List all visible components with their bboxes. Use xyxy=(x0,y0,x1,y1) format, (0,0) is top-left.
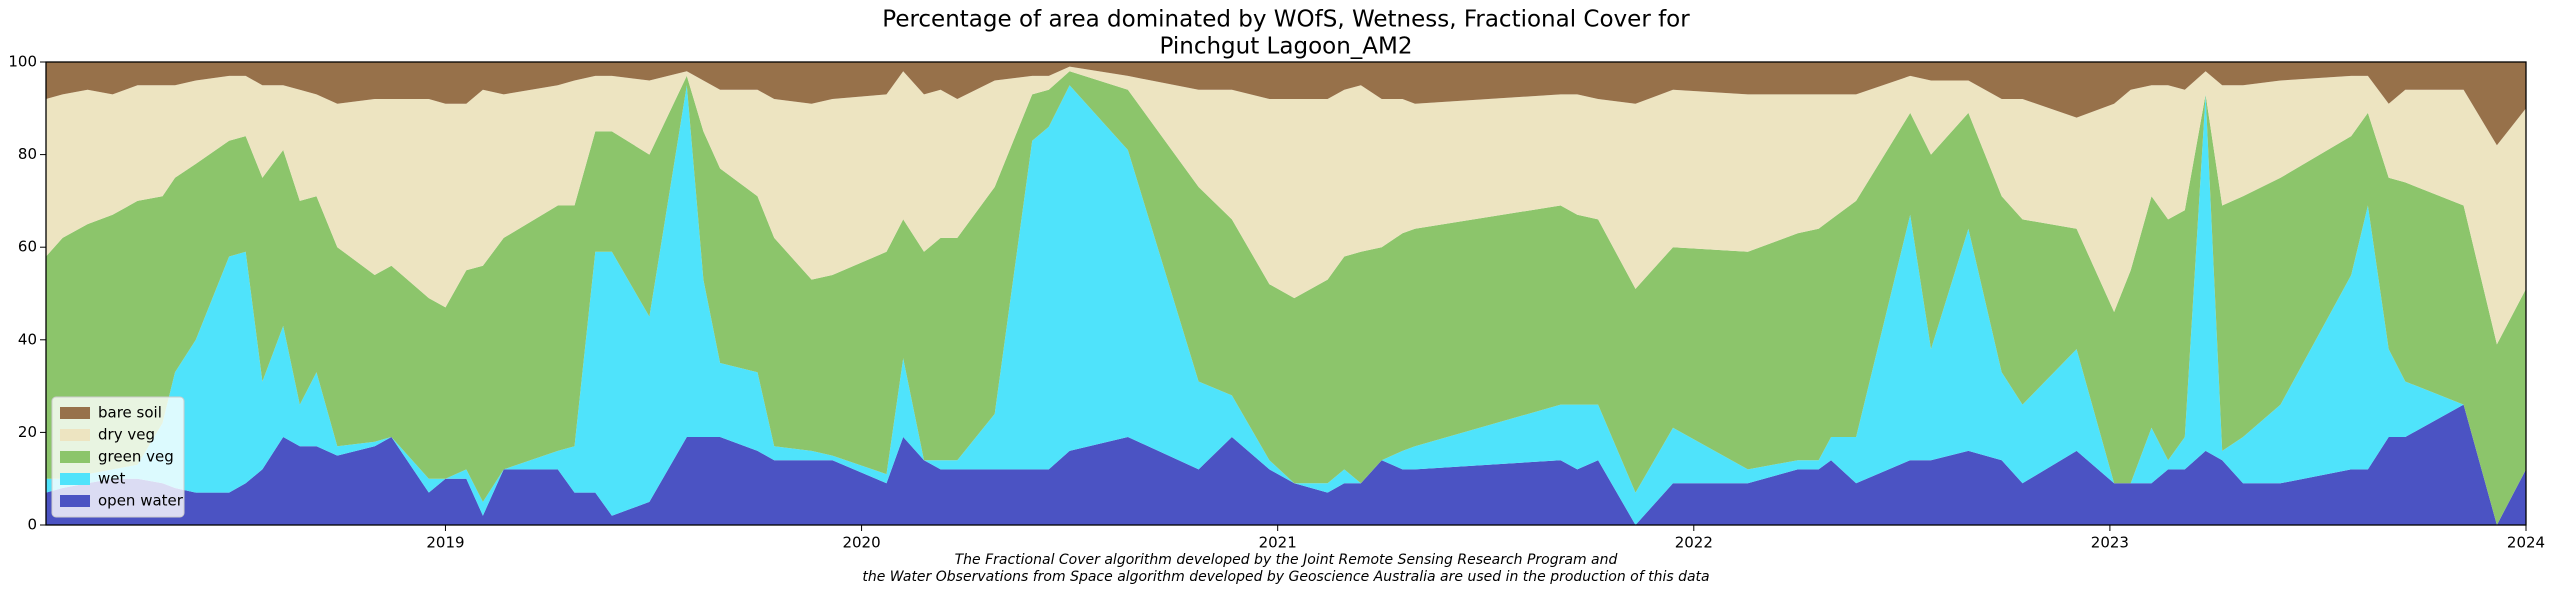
chart-title: Pinchgut Lagoon_AM2 xyxy=(1160,34,1413,60)
y-tick-label: 80 xyxy=(18,145,37,163)
area xyxy=(46,404,2526,525)
x-tick-label: 2024 xyxy=(2507,534,2545,552)
y-tick-label: 40 xyxy=(18,330,37,348)
legend-label: open water xyxy=(98,492,184,510)
legend-label: wet xyxy=(98,470,125,488)
legend-swatch xyxy=(60,473,90,485)
legend-swatch xyxy=(60,451,90,463)
area xyxy=(46,62,2526,146)
y-tick-label: 60 xyxy=(18,238,37,256)
area xyxy=(46,85,2526,525)
y-tick-label: 20 xyxy=(18,423,37,441)
annotation: The Fractional Cover algorithm developed… xyxy=(955,552,1618,568)
x-tick-label: 2023 xyxy=(2091,534,2129,552)
legend-label: dry veg xyxy=(98,426,155,444)
x-tick-label: 2021 xyxy=(1259,534,1297,552)
legend-swatch xyxy=(60,407,90,419)
legend-swatch xyxy=(60,495,90,507)
y-tick-label: 100 xyxy=(8,53,37,71)
x-tick-label: 2022 xyxy=(1675,534,1713,552)
chart-title: Percentage of area dominated by WOfS, We… xyxy=(882,7,1690,33)
area xyxy=(46,71,2526,526)
area xyxy=(46,66,2526,345)
plot-frame xyxy=(45,61,2527,526)
y-tick-label: 0 xyxy=(27,516,37,534)
x-tick-label: 2020 xyxy=(842,534,880,552)
legend-box xyxy=(51,396,185,518)
x-tick-label: 2019 xyxy=(426,534,464,552)
annotation: the Water Observations from Space algori… xyxy=(862,569,1709,585)
legend-swatch xyxy=(60,429,90,441)
legend-label: green veg xyxy=(98,448,174,466)
legend-label: bare soil xyxy=(98,404,162,422)
legend: bare soil dry veg green veg wet open water xyxy=(51,396,185,518)
